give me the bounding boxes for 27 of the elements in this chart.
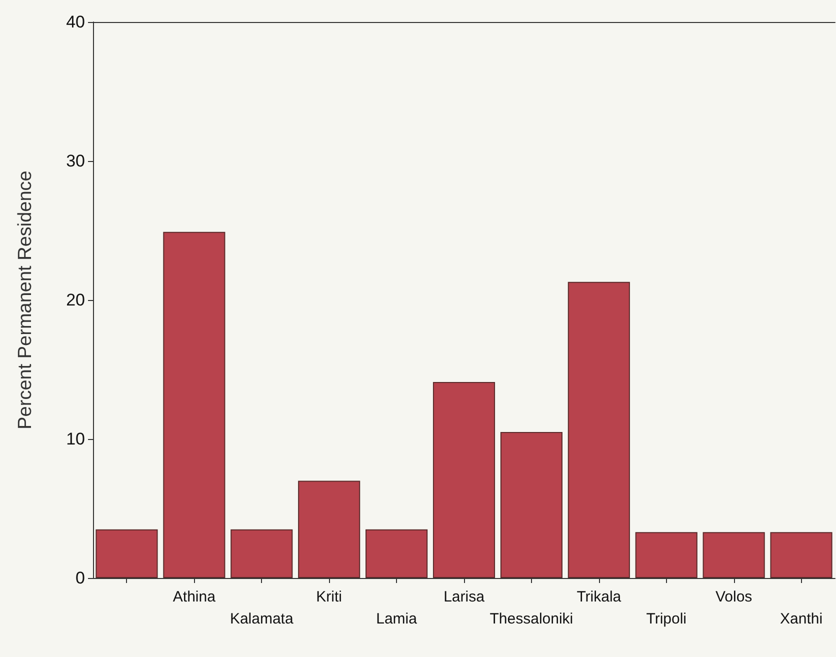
x-tick-label: Trikala (576, 588, 622, 606)
bar (163, 232, 226, 578)
x-tick-label: Thessaloniki (490, 610, 574, 628)
y-tick-label: 10 (66, 430, 85, 448)
x-tick-label: Larisa (444, 588, 486, 606)
y-tick-label: 40 (66, 12, 85, 32)
bar (366, 529, 428, 578)
x-tick-label: Lamia (376, 610, 418, 628)
x-tick-label: Xanthi (780, 610, 823, 628)
y-tick-label: 0 (76, 568, 85, 588)
x-tick-label: Kriti (316, 588, 342, 606)
x-tick-label: Athina (172, 588, 216, 606)
bar (230, 529, 293, 578)
bar (432, 382, 496, 578)
bar (568, 282, 630, 578)
bar (500, 432, 562, 578)
x-tick-label: Volos (715, 588, 752, 606)
x-tick-label: Kalamata (230, 610, 294, 628)
y-tick-label: 20 (66, 290, 85, 310)
y-tick-label: 30 (66, 152, 85, 170)
x-tick-label: Tripoli (646, 610, 687, 628)
bar (770, 532, 832, 578)
bar (702, 532, 765, 578)
bar (635, 532, 698, 578)
bar (298, 480, 360, 578)
y-axis-title: Percent Permanent Residence (15, 170, 36, 430)
bar (96, 529, 158, 578)
